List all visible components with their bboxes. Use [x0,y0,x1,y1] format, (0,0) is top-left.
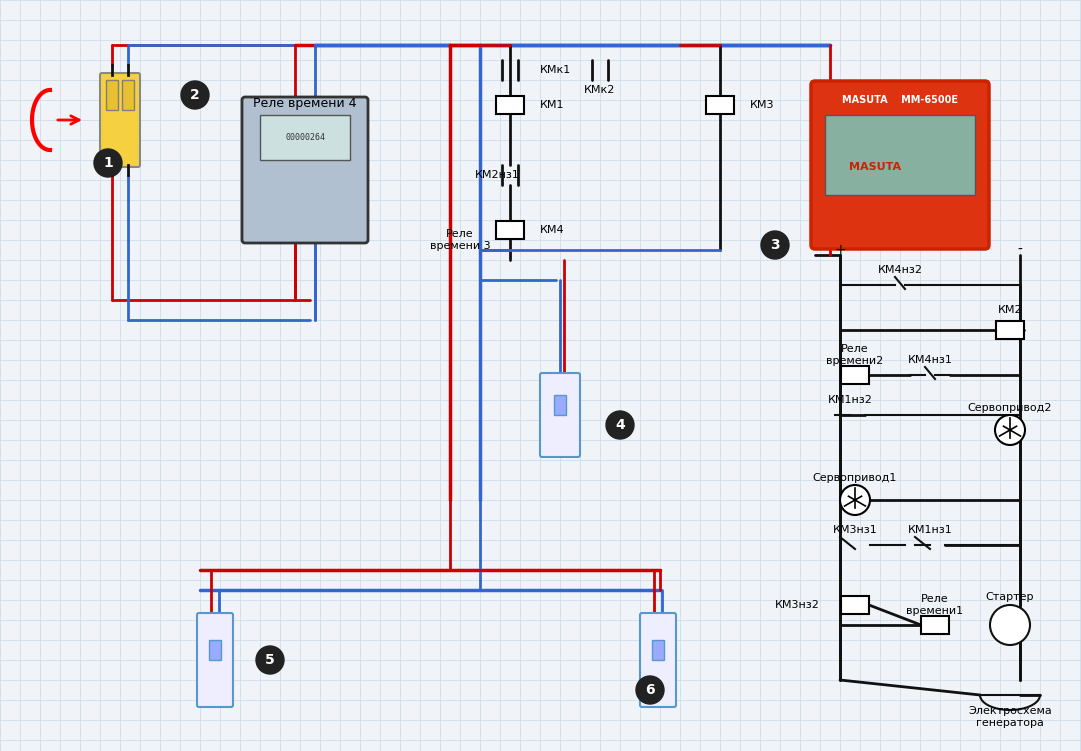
Text: Реле
времени 3: Реле времени 3 [429,229,491,251]
Text: 1: 1 [103,156,112,170]
Text: +: + [835,243,845,257]
Text: КМ4нз1: КМ4нз1 [908,355,952,365]
Text: 3: 3 [770,238,779,252]
Text: 6: 6 [645,683,655,697]
Bar [921,616,949,634]
Text: КМ3нз1: КМ3нз1 [832,525,878,535]
FancyBboxPatch shape [101,73,141,167]
Bar [496,96,524,114]
Circle shape [995,415,1025,445]
Circle shape [636,676,664,704]
Circle shape [761,231,789,259]
Text: Сервопривод2: Сервопривод2 [967,403,1052,413]
Bar [652,640,664,660]
Text: 5: 5 [265,653,275,667]
Text: КМк1: КМк1 [540,65,571,75]
Text: КМ4: КМ4 [540,225,564,235]
FancyBboxPatch shape [242,97,368,243]
Text: КМк2: КМк2 [585,85,616,95]
Bar [825,115,975,195]
Circle shape [256,646,284,674]
Text: 4: 4 [615,418,625,432]
Text: КМ3: КМ3 [750,100,774,110]
Bar [209,640,221,660]
Text: Реле
времени2: Реле времени2 [826,344,883,366]
Text: КМ1нз1: КМ1нз1 [908,525,952,535]
Text: -: - [1017,243,1023,257]
Text: Сервопривод1: Сервопривод1 [813,473,897,483]
Bar [496,221,524,239]
Text: КМ1нз2: КМ1нз2 [828,395,872,405]
Text: 2: 2 [190,88,200,102]
Circle shape [840,485,870,515]
Circle shape [990,605,1030,645]
Text: КМ3нз2: КМ3нз2 [775,600,820,610]
Text: MASUTA: MASUTA [849,162,902,172]
Bar [122,80,134,110]
Bar [261,115,350,160]
Circle shape [606,411,633,439]
Bar [841,596,869,614]
Bar [841,366,869,384]
Text: Реле времени 4: Реле времени 4 [253,97,357,110]
FancyArrowPatch shape [57,116,79,124]
Circle shape [181,81,209,109]
Text: Электросхема
генератора: Электросхема генератора [969,706,1052,728]
Text: Стартер: Стартер [986,592,1035,602]
Text: КМ2: КМ2 [998,305,1023,315]
Circle shape [94,149,122,177]
Bar [706,96,734,114]
Text: 00000264: 00000264 [285,134,325,143]
FancyBboxPatch shape [811,81,989,249]
Text: Реле
времени1: Реле времени1 [907,594,963,616]
FancyBboxPatch shape [197,613,233,707]
Text: КМ2нз1: КМ2нз1 [475,170,520,180]
Text: КМ1: КМ1 [540,100,564,110]
FancyBboxPatch shape [540,373,580,457]
FancyBboxPatch shape [640,613,676,707]
Bar [553,395,566,415]
Text: КМ4нз2: КМ4нз2 [878,265,922,275]
Bar [996,321,1024,339]
Bar [106,80,118,110]
Text: MASUTA    MM-6500E: MASUTA MM-6500E [842,95,958,105]
